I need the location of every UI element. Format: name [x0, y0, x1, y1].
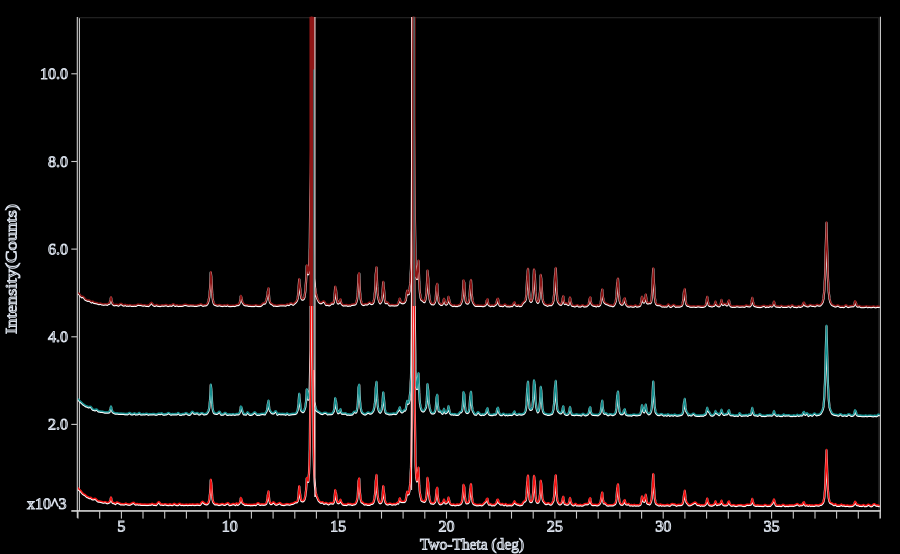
- svg-text:10.0: 10.0: [40, 66, 68, 83]
- svg-text:Two-Theta (deg): Two-Theta (deg): [420, 537, 524, 554]
- svg-text:2.0: 2.0: [48, 417, 68, 434]
- svg-text:35: 35: [764, 518, 780, 535]
- svg-text:15: 15: [330, 518, 346, 535]
- svg-text:8.0: 8.0: [48, 154, 68, 171]
- svg-text:Intensity(Counts): Intensity(Counts): [4, 204, 21, 334]
- svg-text:20: 20: [439, 518, 455, 535]
- svg-text:x10^3: x10^3: [27, 496, 67, 513]
- svg-text:4.0: 4.0: [48, 329, 68, 346]
- svg-text:6.0: 6.0: [48, 241, 68, 258]
- svg-text:5: 5: [117, 518, 125, 535]
- svg-text:10: 10: [222, 518, 238, 535]
- svg-text:25: 25: [547, 518, 563, 535]
- svg-text:30: 30: [655, 518, 671, 535]
